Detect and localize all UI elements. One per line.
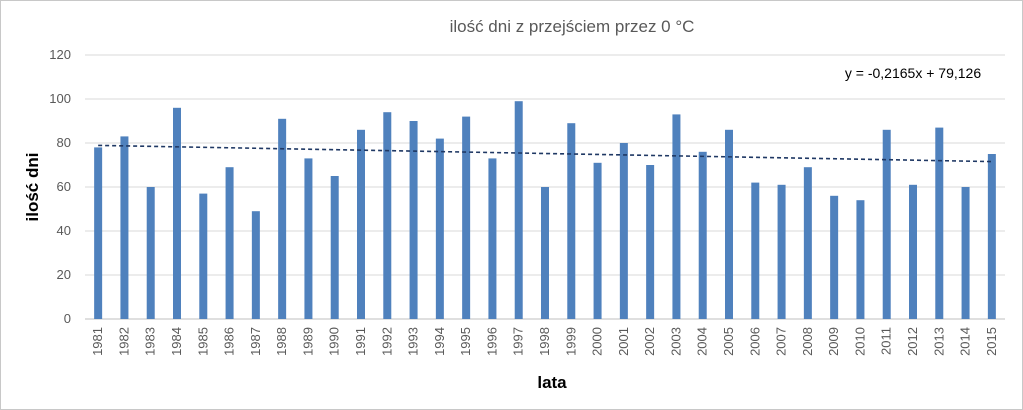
x-tick-label: 1996 bbox=[484, 327, 499, 356]
bar-2004 bbox=[698, 151, 707, 319]
bar-2003 bbox=[672, 114, 681, 320]
bar-1988 bbox=[278, 118, 287, 319]
bar-2013 bbox=[935, 127, 944, 319]
x-tick-label: 1985 bbox=[195, 327, 210, 356]
bar-1984 bbox=[173, 107, 181, 319]
x-tick-label: 1997 bbox=[511, 327, 526, 356]
y-tick-label: 80 bbox=[57, 135, 71, 150]
x-tick-label: 1999 bbox=[563, 327, 578, 356]
x-tick-label: 2014 bbox=[958, 327, 973, 356]
bar-1996 bbox=[488, 158, 497, 319]
bar-2011 bbox=[882, 129, 891, 319]
x-tick-label: 1995 bbox=[458, 327, 473, 356]
grid bbox=[85, 54, 1005, 320]
bar-2012 bbox=[909, 184, 917, 319]
bar-2014 bbox=[961, 187, 970, 319]
y-tick-label: 20 bbox=[57, 267, 71, 282]
bar-1990 bbox=[330, 176, 339, 319]
x-tick-label: 1988 bbox=[274, 327, 289, 356]
x-tick-label: 2013 bbox=[931, 327, 946, 356]
bar-1981 bbox=[94, 147, 103, 319]
x-tick-label: 2011 bbox=[879, 327, 894, 355]
bar-1991 bbox=[357, 129, 365, 319]
trendline bbox=[98, 144, 992, 163]
x-tick-label: 1981 bbox=[90, 327, 105, 356]
y-tick-label: 60 bbox=[57, 179, 71, 194]
x-tick-label: 1993 bbox=[406, 327, 421, 356]
y-tick-label: 120 bbox=[49, 47, 71, 62]
y-tick-label: 0 bbox=[64, 311, 71, 326]
y-tick-label: 40 bbox=[57, 223, 71, 238]
y-tick-label: 100 bbox=[49, 91, 71, 106]
bar-2010 bbox=[856, 200, 865, 319]
bar-1992 bbox=[383, 112, 392, 319]
x-tick-label: 2008 bbox=[800, 327, 815, 356]
x-tick-labels: 1981 1982 1983 1984 1985 1986 1987 1988 1989 1990… bbox=[90, 327, 999, 356]
x-tick-label: 2001 bbox=[616, 327, 631, 356]
x-tick-label: 2007 bbox=[774, 327, 789, 356]
bars bbox=[94, 101, 996, 320]
x-tick-label: 1992 bbox=[379, 327, 394, 356]
chart-title: ilość dni z przejściem przez 0 °C bbox=[450, 17, 695, 36]
bar-2015 bbox=[987, 154, 996, 319]
bar-2001 bbox=[619, 143, 628, 319]
x-tick-label: 1983 bbox=[143, 327, 158, 356]
x-tick-label: 1994 bbox=[432, 327, 447, 356]
bar-1989 bbox=[304, 158, 313, 319]
bar-1998 bbox=[541, 187, 549, 319]
x-tick-label: 2010 bbox=[852, 327, 867, 356]
x-tick-label: 1986 bbox=[222, 327, 237, 356]
bar-1997 bbox=[514, 101, 523, 319]
bar-1999 bbox=[567, 123, 576, 319]
x-tick-label: 2012 bbox=[905, 327, 920, 356]
x-tick-label: 2005 bbox=[721, 327, 736, 356]
bar-2008 bbox=[803, 167, 812, 319]
bar-1983 bbox=[146, 187, 155, 319]
bar-1995 bbox=[462, 116, 471, 319]
x-tick-label: 2004 bbox=[695, 327, 710, 356]
trendline-group bbox=[98, 144, 992, 163]
trendline-equation: y = -0,2165x + 79,126 bbox=[845, 65, 981, 81]
bar-2009 bbox=[830, 195, 839, 319]
x-tick-label: 1990 bbox=[327, 327, 342, 356]
bar-2006 bbox=[751, 182, 760, 319]
x-tick-label: 2009 bbox=[826, 327, 841, 356]
x-tick-label: 2015 bbox=[984, 327, 999, 356]
bar-1993 bbox=[409, 121, 418, 319]
y-axis-title: ilość dni bbox=[23, 153, 42, 222]
y-tick-labels: 0 20 40 60 80 100 120 bbox=[49, 47, 71, 326]
x-tick-label: 2000 bbox=[590, 327, 605, 356]
bar-1987 bbox=[251, 211, 260, 319]
x-tick-label: 1991 bbox=[353, 327, 368, 356]
x-tick-label: 1987 bbox=[248, 327, 263, 356]
bar-1994 bbox=[435, 138, 444, 319]
bar-2005 bbox=[725, 129, 733, 319]
x-axis-title: lata bbox=[537, 373, 567, 392]
x-tick-label: 1982 bbox=[116, 327, 131, 356]
bar-2002 bbox=[646, 165, 655, 319]
bar-1982 bbox=[120, 136, 129, 319]
bar-2007 bbox=[777, 184, 786, 319]
x-tick-label: 1984 bbox=[169, 327, 184, 356]
x-tick-label: 2003 bbox=[668, 327, 683, 356]
bar-1986 bbox=[225, 167, 234, 319]
x-tick-label: 1989 bbox=[300, 327, 315, 356]
bar-1985 bbox=[199, 193, 208, 319]
x-tick-label: 2002 bbox=[642, 327, 657, 356]
x-tick-label: 2006 bbox=[747, 327, 762, 356]
bar-2000 bbox=[593, 162, 602, 319]
x-tick-label: 1998 bbox=[537, 327, 552, 356]
